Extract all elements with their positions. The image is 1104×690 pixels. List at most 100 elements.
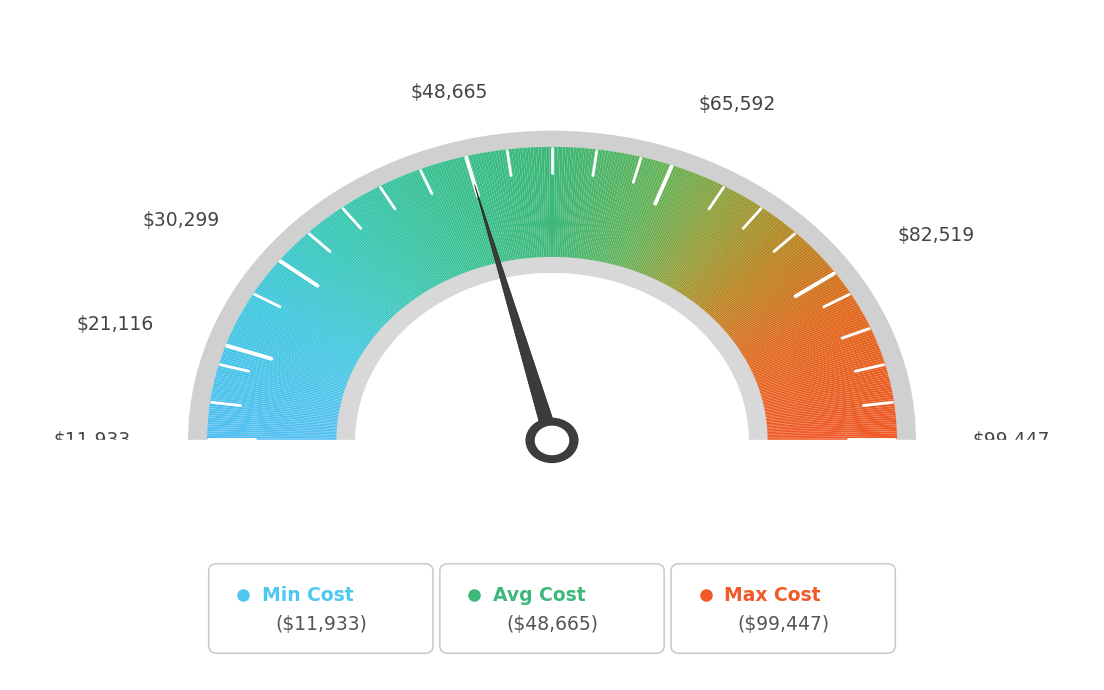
Wedge shape [561,147,569,259]
Wedge shape [289,248,391,322]
Wedge shape [615,160,656,267]
Wedge shape [294,244,393,320]
Wedge shape [757,361,884,393]
Wedge shape [332,213,417,300]
Wedge shape [719,257,822,328]
Wedge shape [466,155,500,264]
Wedge shape [655,183,721,282]
Wedge shape [407,172,464,275]
Wedge shape [229,337,352,377]
Wedge shape [305,235,400,314]
Wedge shape [360,195,435,289]
Wedge shape [728,272,836,337]
Wedge shape [741,303,858,357]
Wedge shape [209,406,340,420]
Wedge shape [760,367,887,397]
Wedge shape [278,260,383,330]
Wedge shape [724,266,831,333]
Wedge shape [286,251,389,324]
Wedge shape [598,154,630,263]
Wedge shape [588,151,614,262]
Wedge shape [492,151,517,261]
Wedge shape [711,244,810,320]
Text: ($99,447): ($99,447) [737,615,829,635]
Wedge shape [358,196,433,290]
Wedge shape [671,196,746,290]
Wedge shape [694,221,784,306]
Wedge shape [509,149,527,260]
Wedge shape [233,326,355,371]
Wedge shape [753,341,878,380]
Text: Min Cost: Min Cost [263,586,353,604]
Wedge shape [213,383,342,406]
Text: ($48,665): ($48,665) [506,615,598,635]
Wedge shape [585,150,608,261]
Wedge shape [704,235,799,314]
Wedge shape [766,436,896,439]
Wedge shape [750,328,872,372]
Wedge shape [487,152,513,262]
Wedge shape [720,259,825,329]
Wedge shape [393,179,455,279]
Wedge shape [752,337,875,377]
Wedge shape [520,148,533,259]
Wedge shape [337,210,420,298]
Wedge shape [564,147,574,259]
Text: $99,447: $99,447 [973,431,1050,450]
Wedge shape [335,211,418,299]
Wedge shape [312,228,404,310]
Wedge shape [517,148,532,259]
Wedge shape [757,356,883,390]
Wedge shape [355,197,432,290]
Wedge shape [295,243,394,319]
Wedge shape [640,172,697,275]
Wedge shape [220,361,347,393]
Wedge shape [214,381,342,405]
Wedge shape [736,291,850,349]
Wedge shape [275,264,381,333]
Wedge shape [712,246,813,321]
Wedge shape [230,335,352,376]
Wedge shape [217,367,344,397]
Wedge shape [745,313,864,363]
Wedge shape [208,438,338,440]
Wedge shape [248,299,364,354]
Wedge shape [643,175,701,276]
Wedge shape [741,301,857,355]
Wedge shape [739,297,854,353]
Wedge shape [619,162,664,268]
Wedge shape [763,395,893,413]
Wedge shape [397,177,458,277]
Wedge shape [496,150,519,261]
Wedge shape [715,251,818,324]
Wedge shape [684,210,767,298]
Wedge shape [443,161,486,268]
Wedge shape [347,203,426,294]
Wedge shape [687,213,772,300]
Wedge shape [713,248,815,322]
Wedge shape [220,359,347,391]
Wedge shape [765,415,896,426]
Wedge shape [716,253,819,326]
Wedge shape [592,152,619,262]
Wedge shape [264,277,374,340]
Wedge shape [423,168,474,272]
Wedge shape [742,305,859,358]
Wedge shape [255,289,369,348]
Wedge shape [565,148,576,259]
Wedge shape [733,283,845,344]
Wedge shape [744,311,863,362]
Wedge shape [208,433,338,437]
Wedge shape [302,236,399,315]
Wedge shape [232,328,354,372]
Wedge shape [241,311,360,362]
Wedge shape [734,287,848,346]
Wedge shape [699,226,790,308]
Polygon shape [0,440,1104,690]
Wedge shape [760,372,888,400]
Wedge shape [351,200,429,293]
Wedge shape [562,147,571,259]
Wedge shape [342,206,424,296]
Wedge shape [485,152,512,262]
Wedge shape [368,191,438,287]
